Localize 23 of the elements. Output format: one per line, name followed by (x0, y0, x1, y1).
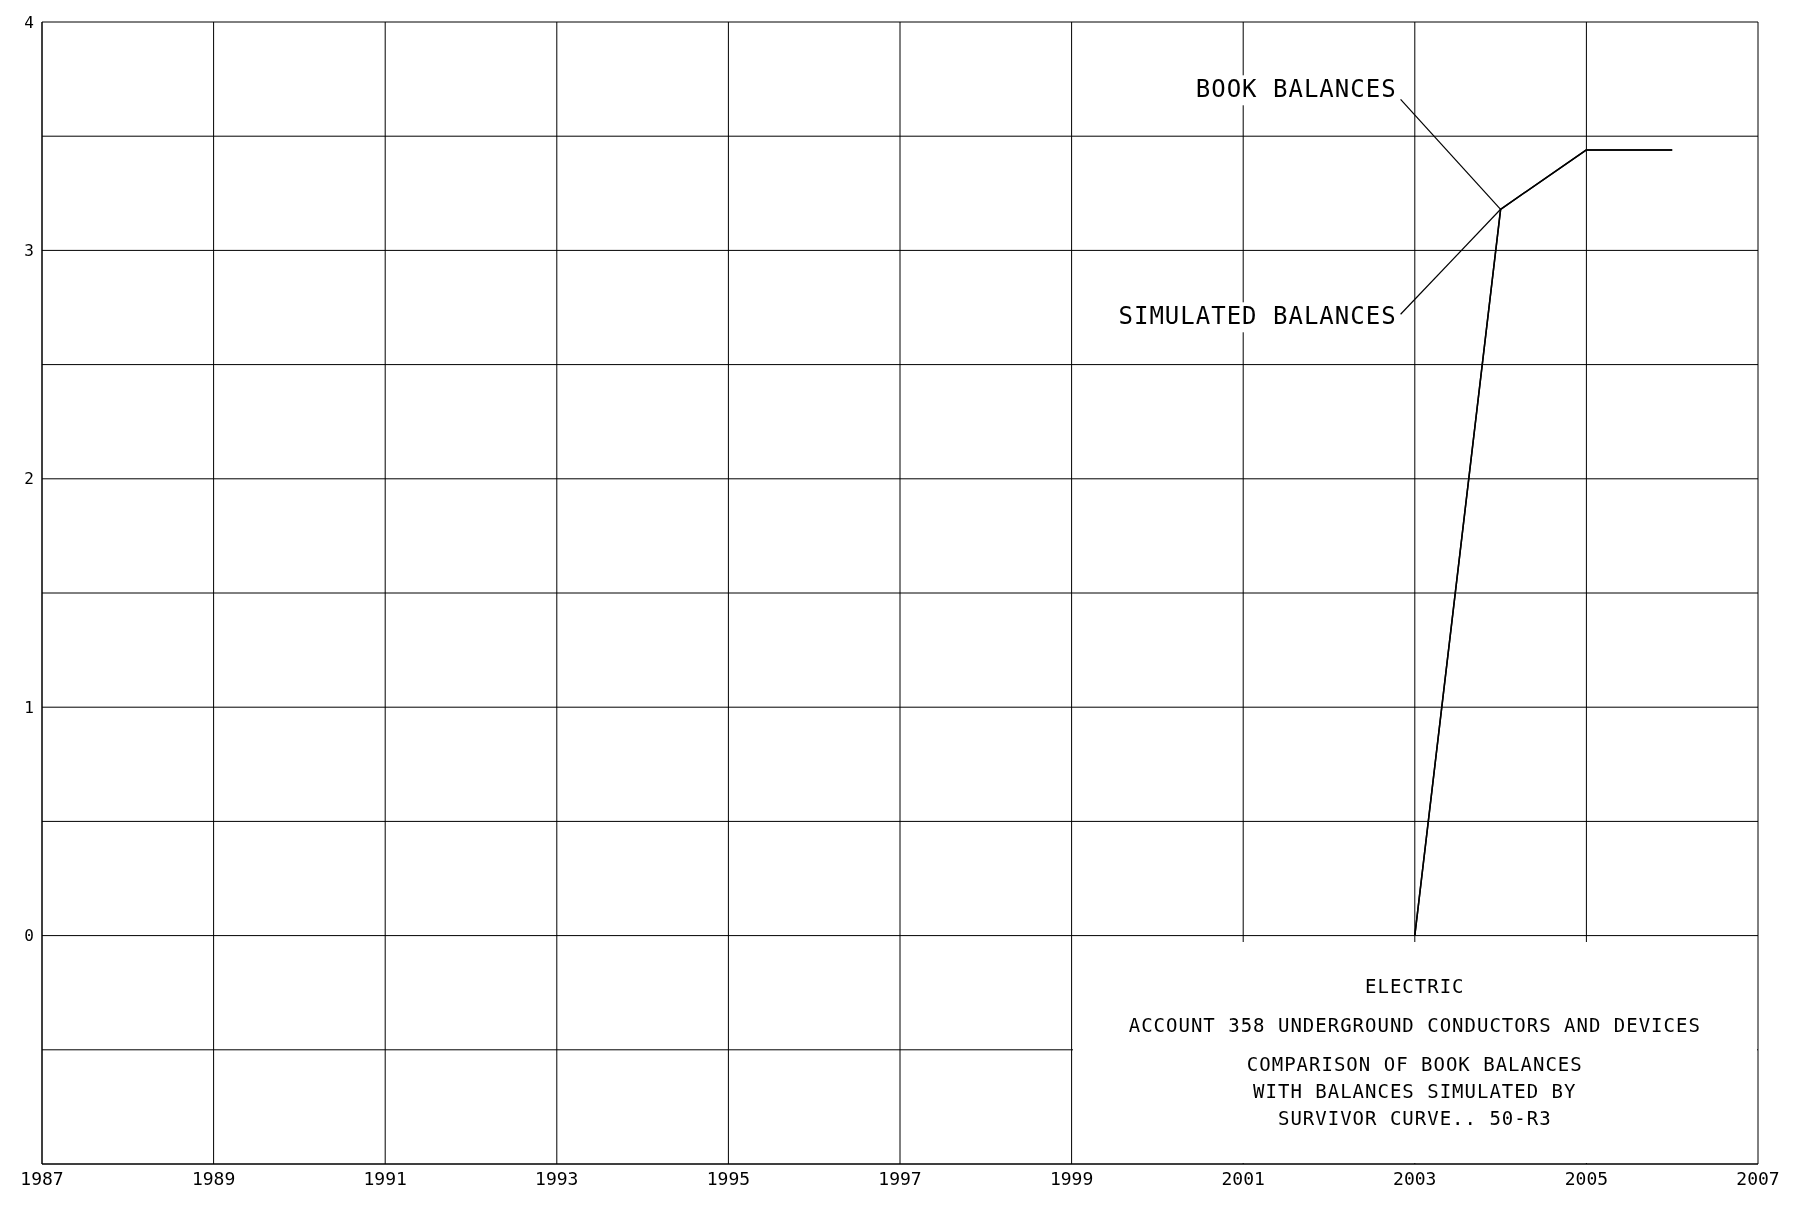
x-tick-label: 2005 (1564, 1167, 1609, 1189)
y-tick-label: 0 (24, 926, 34, 946)
annotation: WITH BALANCES SIMULATED BY (1253, 1078, 1577, 1104)
annotation: SURVIVOR CURVE.. 50-R3 (1277, 1105, 1552, 1131)
x-tick-label: 2007 (1736, 1167, 1780, 1189)
x-tick-label: 2003 (1393, 1167, 1437, 1189)
x-tick-label: 1993 (535, 1167, 579, 1189)
x-tick-label: 1991 (363, 1167, 407, 1189)
x-tick-label: 1989 (191, 1167, 236, 1189)
text: BOOK BALANCES (1195, 75, 1397, 104)
x-tick-label: 1995 (706, 1167, 751, 1189)
y-tick-label: 3 (24, 241, 34, 261)
y-tick-label: 1 (24, 697, 34, 717)
annotation: COMPARISON OF BOOK BALANCES (1246, 1051, 1583, 1077)
text: SIMULATED BALANCES (1118, 302, 1397, 331)
y-tick-label: 2 (24, 469, 34, 489)
annotation: ACCOUNT 358 UNDERGROUND CONDUCTORS AND DEVICES (1128, 1012, 1701, 1038)
x-tick-label: 1999 (1049, 1167, 1094, 1189)
y-tick-label: 4 (24, 12, 34, 32)
x-tick-label: 1997 (878, 1167, 922, 1189)
x-tick-label: 1987 (20, 1167, 64, 1189)
x-tick-label: 2001 (1221, 1167, 1265, 1189)
annotation: ELECTRIC (1365, 973, 1465, 999)
